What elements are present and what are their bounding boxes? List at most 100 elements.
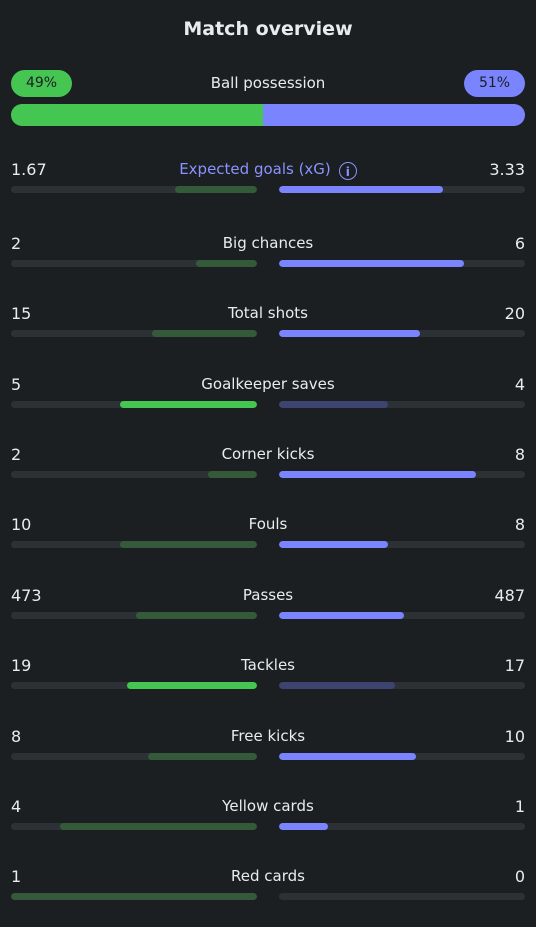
home-possession-badge: 49%: [11, 70, 72, 97]
home-stat-bar: [11, 401, 257, 408]
home-stat-bar: [11, 823, 257, 830]
stat-label-text: Total shots: [228, 304, 308, 322]
away-stat-bar-fill: [279, 260, 464, 267]
stat-row: 2 Corner kicks 8: [11, 445, 525, 490]
away-stat-value: 3.33: [489, 160, 525, 179]
home-stat-bar-fill: [11, 893, 257, 900]
away-stat-bar: [279, 260, 525, 267]
stat-label-text: Big chances: [222, 234, 314, 252]
info-icon[interactable]: i: [338, 162, 357, 180]
away-stat-value: 487: [494, 586, 525, 605]
away-stat-value: 4: [514, 375, 525, 394]
stat-label-text: Yellow cards: [222, 797, 314, 815]
home-stat-value: 473: [11, 586, 42, 605]
home-stat-value: 4: [11, 797, 22, 816]
home-stat-bar: [11, 753, 257, 760]
away-stat-bar: [279, 541, 525, 548]
stat-row: 4 Yellow cards 1: [11, 797, 525, 842]
possession-header: 49% Ball possession 51%: [11, 70, 525, 97]
stat-label-text: Free kicks: [230, 727, 306, 745]
away-stat-bar-fill: [279, 401, 389, 408]
stat-label: Total shots: [111, 304, 425, 322]
stat-row: 473 Passes 487: [11, 586, 525, 631]
home-stat-value: 1.67: [11, 160, 47, 179]
home-stat-bar-fill: [147, 753, 257, 760]
home-possession-fill: [11, 104, 263, 126]
stat-row: 8 Free kicks 10: [11, 727, 525, 772]
away-stat-value: 6: [514, 234, 525, 253]
home-stat-bar: [11, 893, 257, 900]
away-stat-bar-fill: [279, 541, 389, 548]
away-stat-bar: [279, 401, 525, 408]
stat-label: Goalkeeper saves: [111, 375, 425, 393]
home-stat-bar-fill: [174, 186, 257, 193]
stat-label: Corner kicks: [111, 445, 425, 463]
away-stat-bar: [279, 823, 525, 830]
home-stat-bar: [11, 471, 257, 478]
away-stat-value: 8: [514, 445, 525, 464]
away-stat-bar-fill: [279, 682, 396, 689]
away-stat-value: 10: [504, 727, 525, 746]
away-possession-badge: 51%: [464, 70, 525, 97]
away-stat-value: 0: [514, 867, 525, 886]
away-stat-value: 17: [504, 656, 525, 675]
stat-row: 10 Fouls 8: [11, 515, 525, 560]
possession-bar: [11, 104, 525, 126]
stat-label-text: Goalkeeper saves: [201, 375, 335, 393]
away-stat-bar: [279, 893, 525, 900]
stat-row: 1.67 Expected goals (xG) i 3.33: [11, 160, 525, 205]
away-stat-bar-fill: [279, 612, 404, 619]
stat-row: 2 Big chances 6: [11, 234, 525, 279]
stat-label: Tackles: [111, 656, 425, 674]
away-stat-bar: [279, 753, 525, 760]
possession-label: Ball possession: [210, 74, 326, 92]
home-stat-value: 10: [11, 515, 32, 534]
stat-label-text: Passes: [242, 586, 294, 604]
stat-label: Red cards: [111, 867, 425, 885]
away-stat-bar-fill: [279, 823, 329, 830]
stat-row: 15 Total shots 20: [11, 304, 525, 349]
away-stat-bar: [279, 612, 525, 619]
stat-row: 19 Tackles 17: [11, 656, 525, 701]
away-stat-bar: [279, 330, 525, 337]
page-title: Match overview: [183, 18, 353, 40]
home-stat-value: 15: [11, 304, 32, 323]
away-stat-bar-fill: [279, 753, 416, 760]
stat-label-text: Corner kicks: [221, 445, 315, 463]
home-stat-bar: [11, 682, 257, 689]
home-stat-bar: [11, 186, 257, 193]
home-stat-bar-fill: [207, 471, 257, 478]
stat-label: Free kicks: [111, 727, 425, 745]
stat-label-text: Expected goals (xG): [179, 160, 331, 178]
home-stat-value: 5: [11, 375, 22, 394]
away-stat-bar-fill: [279, 186, 443, 193]
home-stat-value: 19: [11, 656, 32, 675]
stat-label: Yellow cards: [111, 797, 425, 815]
home-stat-bar: [11, 330, 257, 337]
away-stat-bar: [279, 471, 525, 478]
away-stat-bar: [279, 186, 525, 193]
stat-label: Passes: [111, 586, 425, 604]
away-stat-bar: [279, 682, 525, 689]
home-stat-bar: [11, 612, 257, 619]
stat-label[interactable]: Expected goals (xG) i: [111, 160, 425, 180]
home-stat-bar: [11, 260, 257, 267]
home-stat-bar: [11, 541, 257, 548]
home-stat-value: 2: [11, 234, 22, 253]
stat-row: 1 Red cards 0: [11, 867, 525, 912]
away-stat-value: 8: [514, 515, 525, 534]
stat-row: 5 Goalkeeper saves 4: [11, 375, 525, 420]
home-stat-value: 8: [11, 727, 22, 746]
stat-label-text: Tackles: [240, 656, 296, 674]
away-stat-bar-fill: [279, 471, 476, 478]
away-stat-value: 20: [504, 304, 525, 323]
home-stat-bar-fill: [195, 260, 257, 267]
home-stat-bar-fill: [135, 612, 257, 619]
home-stat-value: 2: [11, 445, 22, 464]
stat-label: Fouls: [111, 515, 425, 533]
home-stat-bar-fill: [151, 330, 257, 337]
home-stat-value: 1: [11, 867, 22, 886]
away-stat-bar-fill: [279, 330, 420, 337]
home-stat-bar-fill: [127, 682, 257, 689]
away-possession-fill: [262, 104, 525, 126]
